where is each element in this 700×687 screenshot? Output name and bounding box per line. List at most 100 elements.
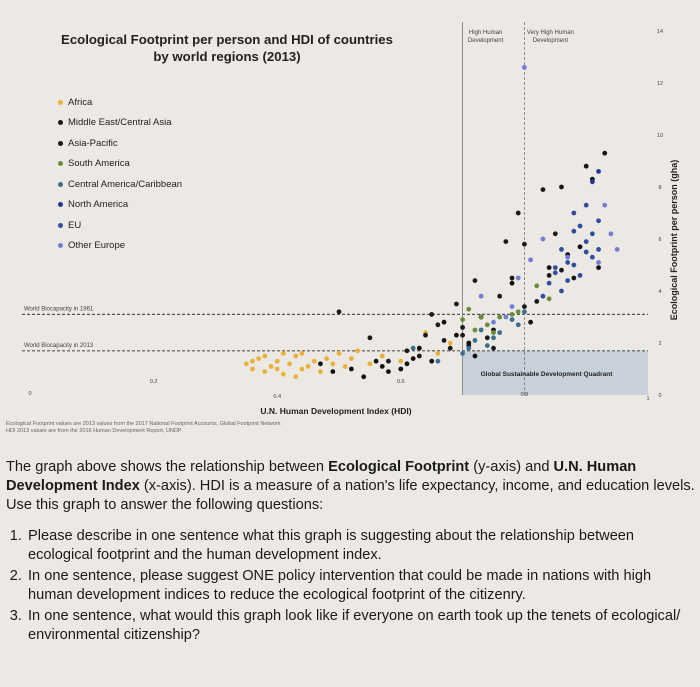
legend-swatch: [58, 202, 63, 208]
intro-part: (y-axis) and: [469, 459, 554, 475]
legend-label: Africa: [68, 96, 93, 108]
very-high-hdi-label: Very High Human Development: [527, 30, 574, 44]
question-text: In one sentence, what would this graph l…: [28, 608, 681, 643]
data-point: [454, 332, 459, 338]
data-point: [435, 351, 441, 356]
data-point: [410, 345, 416, 351]
data-point: [515, 322, 521, 328]
data-point: [336, 351, 342, 356]
data-point: [540, 236, 546, 242]
legend-swatch: [58, 99, 63, 105]
data-point: [398, 358, 404, 364]
data-points: [243, 65, 620, 380]
data-point: [497, 330, 503, 335]
data-point: [274, 358, 280, 364]
data-point: [348, 366, 354, 372]
data-point: [429, 358, 435, 364]
data-point: [318, 369, 323, 374]
data-point: [274, 366, 280, 372]
quadrant-label: Global Sustainable Development Quadrant: [481, 371, 614, 378]
intro-bold: Ecological Footprint: [328, 459, 470, 475]
data-point: [280, 371, 286, 377]
question-list: Please describe in one sentence what thi…: [6, 527, 696, 645]
legend-swatch: [58, 140, 63, 146]
data-point: [571, 228, 577, 234]
data-point: [522, 241, 527, 247]
data-point: [280, 351, 286, 356]
legend-item: Africa: [58, 92, 182, 113]
data-point: [559, 288, 564, 294]
hdi-region-label-line: Very High Human: [527, 30, 574, 36]
data-point: [596, 218, 601, 224]
data-point: [287, 361, 292, 367]
x-tick-label: 0.6: [397, 379, 405, 385]
legend-label: Asia-Pacific: [68, 137, 118, 149]
data-point: [484, 322, 490, 328]
data-point: [565, 278, 571, 283]
data-point: [423, 332, 428, 338]
reference-lines: World Biocapacity in 1961 World Biocapaci…: [22, 306, 648, 352]
question-item: In one sentence, please suggest ONE poli…: [26, 567, 696, 605]
data-point: [503, 314, 509, 320]
data-point: [361, 374, 367, 380]
data-point: [404, 348, 410, 354]
data-point: [472, 338, 478, 343]
data-point: [546, 265, 552, 270]
data-point: [441, 338, 447, 343]
data-point: [515, 275, 521, 281]
question-item: Please describe in one sentence what thi…: [26, 527, 696, 565]
data-point: [299, 351, 305, 356]
legend-label: North America: [68, 199, 129, 211]
intro-part: (x-axis). HDI is a measure of a nation's…: [6, 478, 695, 513]
data-point: [293, 353, 299, 359]
data-point: [515, 210, 521, 216]
question-item: In one sentence, what would this graph l…: [26, 607, 696, 645]
data-point: [596, 265, 601, 270]
data-point: [460, 332, 465, 338]
legend-item: Middle East/Central Asia: [58, 113, 182, 134]
data-point: [509, 304, 515, 309]
hdi-region-label-line: Development: [468, 38, 504, 44]
data-point: [583, 239, 589, 245]
data-point: [602, 150, 608, 156]
data-point: [515, 309, 521, 315]
data-point: [472, 353, 478, 359]
chart-title-line: by world regions (2013): [153, 49, 300, 64]
legend-item: Other Europe: [58, 236, 182, 257]
legend-item: Asia-Pacific: [58, 133, 182, 154]
x-tick-label: 0.8: [521, 392, 529, 398]
chart-legend: Africa Middle East/Central Asia Asia-Pacif…: [58, 92, 182, 256]
data-point: [540, 187, 546, 193]
y-tick-label: 12: [657, 81, 663, 87]
data-point: [497, 314, 503, 320]
chart-title: Ecological Footprint per person and HDI …: [61, 32, 393, 64]
question-text: Please describe in one sentence what thi…: [28, 528, 635, 563]
data-point: [577, 244, 583, 250]
data-point: [447, 340, 453, 346]
data-point: [386, 358, 391, 364]
chart-title-line: Ecological Footprint per person and HDI …: [61, 32, 393, 47]
data-point: [528, 319, 533, 325]
y-tick-label: 6: [658, 237, 661, 243]
y-tick-label: 14: [657, 29, 663, 35]
x-tick-label: 0.2: [150, 379, 158, 385]
high-hdi-label: High Human Development: [468, 30, 504, 44]
data-point: [571, 262, 577, 268]
data-point: [398, 366, 404, 372]
data-point: [410, 356, 416, 361]
intro-part: The graph above shows the relationship b…: [6, 459, 329, 475]
data-point: [540, 293, 546, 299]
legend-label: South America: [68, 158, 130, 170]
legend-label: Central America/Caribbean: [68, 178, 183, 190]
data-point: [435, 358, 441, 364]
data-point: [447, 345, 453, 351]
y-tick-label: 8: [658, 185, 661, 191]
data-point: [367, 335, 373, 341]
legend-label: Other Europe: [68, 240, 126, 252]
data-point: [484, 343, 490, 348]
y-tick-label: 2: [658, 341, 661, 347]
data-point: [268, 364, 274, 369]
biocapacity-label: World Biocapacity in 2013: [24, 343, 94, 349]
data-point: [491, 319, 496, 325]
data-point: [571, 210, 577, 216]
